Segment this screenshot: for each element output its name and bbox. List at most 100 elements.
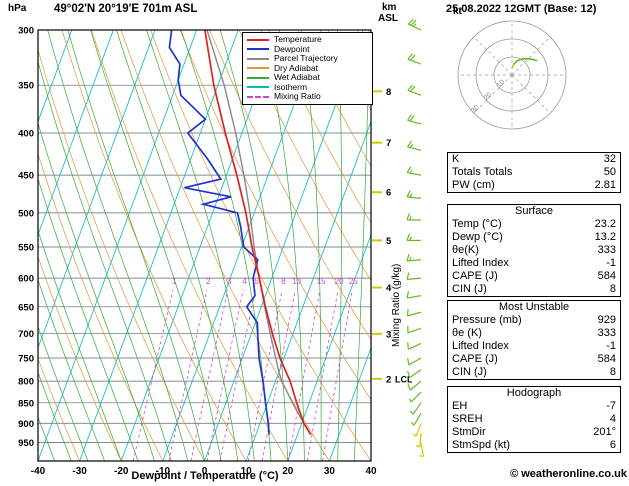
table-row-label: StmDir [452, 426, 486, 438]
wind-barb [409, 369, 422, 379]
x-axis-label: Dewpoint / Temperature (°C) [131, 470, 279, 482]
table-row-value: 50 [603, 166, 616, 178]
km-tick-label: 8 [386, 87, 391, 98]
km-tick-label: 4 [386, 283, 392, 294]
table-row-value: -1 [606, 257, 616, 269]
plot-border [37, 29, 372, 462]
mixing-ratio-value: 2 [206, 277, 211, 286]
legend-item: Mixing Ratio [247, 91, 368, 102]
hodograph-radial [511, 74, 551, 114]
table-row-value: 333 [597, 244, 616, 256]
legend-swatch [247, 57, 269, 60]
wind-barb [407, 172, 422, 176]
copyright: © weatheronline.co.uk [510, 468, 627, 480]
table-row-label: Lifted Index [452, 257, 509, 269]
mixing-ratio-value: 20 [335, 277, 344, 286]
hodograph-ring [493, 56, 531, 94]
pressure-tick-label: 950 [18, 438, 34, 449]
temp-tick-label: -30 [72, 466, 87, 477]
hodograph-ring [475, 38, 549, 112]
table-row-label: StmSpd (kt) [452, 439, 511, 451]
wind-barb [407, 119, 422, 125]
km-tick-label: 5 [386, 236, 392, 247]
table-row-label: CIN (J) [452, 366, 487, 378]
temp-tick-label: 0 [202, 466, 208, 477]
temperature-curve [204, 30, 312, 436]
mixing-ratio-value: 8 [281, 277, 286, 286]
hodograph-ring-label: 30 [470, 104, 481, 115]
wind-barb [407, 277, 422, 280]
table-row-label: SREH [452, 413, 483, 425]
km-tick-label: 3 [386, 329, 391, 340]
table-row-label: CAPE (J) [452, 270, 498, 282]
table-row-value: 201° [593, 426, 616, 438]
pressure-tick-label: 850 [18, 398, 34, 409]
temp-tick-label: -40 [31, 466, 46, 477]
table-row: Lifted Index -1 [448, 340, 620, 353]
table-title: Hodograph [506, 387, 562, 399]
legend-item: Isotherm [247, 82, 368, 93]
table-row: CIN (J) 8 [448, 283, 620, 296]
wind-barb [407, 295, 422, 299]
wind-barb [407, 89, 422, 96]
table-row: CIN (J) 8 [448, 366, 620, 379]
pressure-tick-label: 700 [18, 329, 34, 340]
legend-item: Dewpoint [247, 44, 368, 55]
surface-table: Surface Temp (°C) 23.2 Dewp (°C) 13.2 θe(K) 33… [447, 204, 621, 297]
dewpoint-curve [168, 30, 270, 435]
table-row-value: 929 [597, 314, 616, 326]
table-row: Pressure (mb) 929 [448, 314, 620, 327]
table-row: K 32 [448, 153, 620, 166]
wind-barb [420, 442, 425, 457]
hodograph-table: Hodograph EH -7 SREH 4 StmDir 201° StmSpd (kt) 6 [447, 386, 621, 453]
table-row: SREH 4 [448, 413, 620, 426]
table-row-value: 32 [603, 153, 616, 165]
table-row-label: Temp (°C) [452, 218, 502, 230]
table-row-label: CIN (J) [452, 283, 487, 295]
temp-tick-label: -10 [156, 466, 171, 477]
table-row-value: 6 [609, 439, 616, 451]
pressure-tick-label: 800 [18, 377, 34, 388]
km-tick-label: 2 [386, 374, 391, 385]
mixing-ratio-value: 5 [254, 277, 259, 286]
pressure-tick-label: 600 [18, 274, 34, 285]
table-row-value: 23.2 [594, 218, 616, 230]
table-row: StmDir 201° [448, 426, 620, 439]
table-row: Totals Totals 50 [448, 166, 620, 179]
wind-barb [407, 146, 422, 152]
table-row-value: 2.81 [594, 179, 616, 191]
wind-barb [407, 58, 422, 65]
table-title: Most Unstable [498, 301, 570, 313]
hodograph-trace [511, 57, 538, 69]
table-row-value: 13.2 [594, 231, 616, 243]
hodograph-trace-low [511, 63, 515, 69]
legend-swatch [247, 48, 269, 51]
table-row: CAPE (J) 584 [448, 353, 620, 366]
background-grid: 1 2 3 4 5 8 10 15 20 25 [38, 30, 371, 461]
pressure-tick-label: 350 [18, 81, 34, 92]
hodograph-ring-label: 20 [483, 91, 494, 102]
table-row-label: PW (cm) [452, 179, 495, 191]
legend-item: Dry Adiabat [247, 63, 368, 74]
pressure-unit-label: hPa [8, 3, 27, 14]
pressure-tick-label: 400 [18, 128, 34, 139]
legend-item: Parcel Trajectory [247, 53, 368, 64]
table-row-label: Totals Totals [452, 166, 513, 178]
legend-swatch [247, 38, 269, 41]
table-row-label: CAPE (J) [452, 353, 498, 365]
station-title: 49°02'N 20°19'E 701m ASL [54, 3, 198, 15]
table-row-value: 584 [597, 353, 616, 365]
table-row-value: 4 [609, 413, 616, 425]
temp-tick-label: 10 [241, 466, 253, 477]
legend-label: Mixing Ratio [274, 91, 321, 101]
km-tick-label: 7 [386, 138, 391, 149]
hodograph-unit-label: kt [453, 6, 463, 17]
temp-tick-label: -20 [114, 466, 129, 477]
table-row: θe (K) 333 [448, 327, 620, 340]
wind-barb [407, 327, 422, 334]
table-row-label: θe(K) [452, 244, 479, 256]
legend-box: Temperature Dewpoint Parcel Trajectory Dry … [242, 32, 373, 105]
legend-label: Parcel Trajectory [274, 53, 338, 63]
wind-barb [407, 311, 422, 317]
